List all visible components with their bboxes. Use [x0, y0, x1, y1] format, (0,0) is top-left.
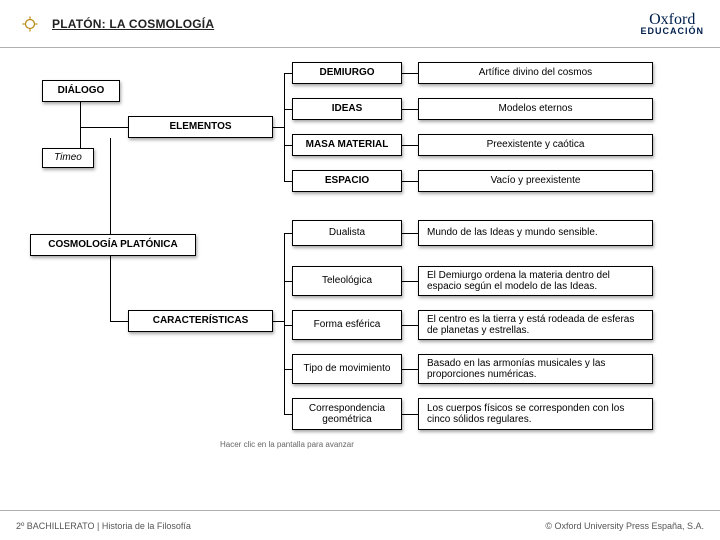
publisher-logo: Oxford EDUCACIÓN [640, 12, 704, 36]
connector-line [110, 138, 111, 234]
connector-line [402, 233, 418, 234]
connector-line [284, 414, 292, 415]
connector-line [284, 109, 285, 127]
node-ideas: IDEAS [292, 98, 402, 120]
diagram-canvas[interactable]: DIÁLOGO Timeo ELEMENTOS COSMOLOGÍA PLATÓNIC… [0, 48, 720, 510]
node-espacio: ESPACIO [292, 170, 402, 192]
node-cosm_plat: COSMOLOGÍA PLATÓNICA [30, 234, 196, 256]
connector-line [284, 181, 292, 182]
connector-line [284, 321, 285, 414]
subject-icon [20, 14, 40, 34]
logo-main-text: Oxford [649, 12, 695, 27]
connector-line [273, 127, 284, 128]
connector-line [402, 325, 418, 326]
connector-line [402, 73, 418, 74]
page-title: PLATÓN: LA COSMOLOGÍA [52, 17, 214, 31]
connector-line [284, 145, 292, 146]
node-r_dualista: Mundo de las Ideas y mundo sensible. [418, 220, 653, 246]
header-bar: PLATÓN: LA COSMOLOGÍA Oxford EDUCACIÓN [0, 0, 720, 48]
node-demiurgo: DEMIURGO [292, 62, 402, 84]
connector-line [402, 414, 418, 415]
connector-line [80, 127, 81, 148]
connector-line [284, 127, 285, 181]
node-caracts: CARACTERÍSTICAS [128, 310, 273, 332]
connector-line [110, 321, 128, 322]
node-elementos: ELEMENTOS [128, 116, 273, 138]
node-tipomov: Tipo de movimiento [292, 354, 402, 384]
connector-line [402, 369, 418, 370]
connector-line [284, 281, 292, 282]
connector-line [284, 369, 292, 370]
connector-line [402, 145, 418, 146]
node-dialogo: DIÁLOGO [42, 80, 120, 102]
node-esferica: Forma esférica [292, 310, 402, 340]
node-teleologica: Teleológica [292, 266, 402, 296]
connector-line [284, 109, 292, 110]
connector-line [110, 256, 111, 321]
connector-line [402, 181, 418, 182]
connector-line [402, 109, 418, 110]
connector-line [284, 281, 285, 321]
node-r_masa: Preexistente y caótica [418, 134, 653, 156]
connector-line [402, 281, 418, 282]
footer-right: © Oxford University Press España, S.A. [545, 521, 704, 531]
node-dualista: Dualista [292, 220, 402, 246]
node-timeo: Timeo [42, 148, 94, 168]
connector-line [273, 321, 284, 322]
connector-line [80, 127, 128, 128]
node-r_ideas: Modelos eternos [418, 98, 653, 120]
node-r_corresp: Los cuerpos físicos se corresponden con … [418, 398, 653, 430]
node-r_tipomov: Basado en las armonías musicales y las p… [418, 354, 653, 384]
node-r_teleologica: El Demiurgo ordena la materia dentro del… [418, 266, 653, 296]
header-left: PLATÓN: LA COSMOLOGÍA [20, 14, 214, 34]
footer-bar: 2º BACHILLERATO | Historia de la Filosof… [0, 510, 720, 540]
logo-sub-text: EDUCACIÓN [640, 27, 704, 36]
footer-left: 2º BACHILLERATO | Historia de la Filosof… [16, 521, 191, 531]
advance-hint: Hacer clic en la pantalla para avanzar [220, 440, 354, 449]
connector-line [284, 233, 292, 234]
connector-line [284, 325, 292, 326]
node-r_esferica: El centro es la tierra y está rodeada de… [418, 310, 653, 340]
node-r_demiurgo: Artífice divino del cosmos [418, 62, 653, 84]
node-corresp: Correspondencia geométrica [292, 398, 402, 430]
connector-line [284, 73, 292, 74]
node-r_espacio: Vacío y preexistente [418, 170, 653, 192]
node-masa: MASA MATERIAL [292, 134, 402, 156]
